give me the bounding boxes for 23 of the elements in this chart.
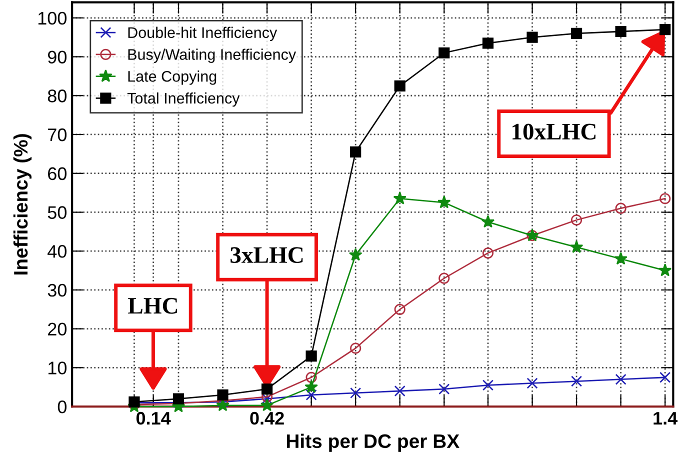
- y-tick-label: 90: [48, 50, 67, 64]
- annotation: LHC: [128, 298, 178, 314]
- y-axis-title: Inefficiency (%): [13, 134, 32, 274]
- y-tick-label: 30: [48, 284, 67, 297]
- y-tick-label: 50: [48, 206, 67, 219]
- x-axis-title: Hits per DC per BX: [286, 434, 460, 452]
- y-tick-label: 80: [48, 90, 67, 102]
- annotation: 10xLHC: [512, 124, 596, 140]
- legend-label: Double-hit Inefficiency: [128, 26, 278, 42]
- legend-label: Total Inefficiency: [127, 92, 240, 107]
- y-tick-label: 0: [58, 400, 67, 414]
- x-tick-label: 0.14: [136, 412, 171, 425]
- legend-label: Busy/Waiting Inefficiency: [128, 48, 296, 63]
- y-tick-label: 100: [38, 12, 67, 25]
- y-tick-label: 10: [48, 362, 67, 374]
- y-tick-label: 20: [48, 322, 67, 336]
- x-tick-label: 0.42: [250, 412, 284, 425]
- y-tick-label: 70: [48, 128, 67, 142]
- x-tick-label: 1.4: [654, 412, 678, 424]
- legend-label: Late Copying: [128, 70, 216, 85]
- y-tick-label: 40: [48, 245, 67, 258]
- y-tick-label: 60: [48, 167, 67, 180]
- annotation: 3xLHC: [230, 247, 303, 264]
